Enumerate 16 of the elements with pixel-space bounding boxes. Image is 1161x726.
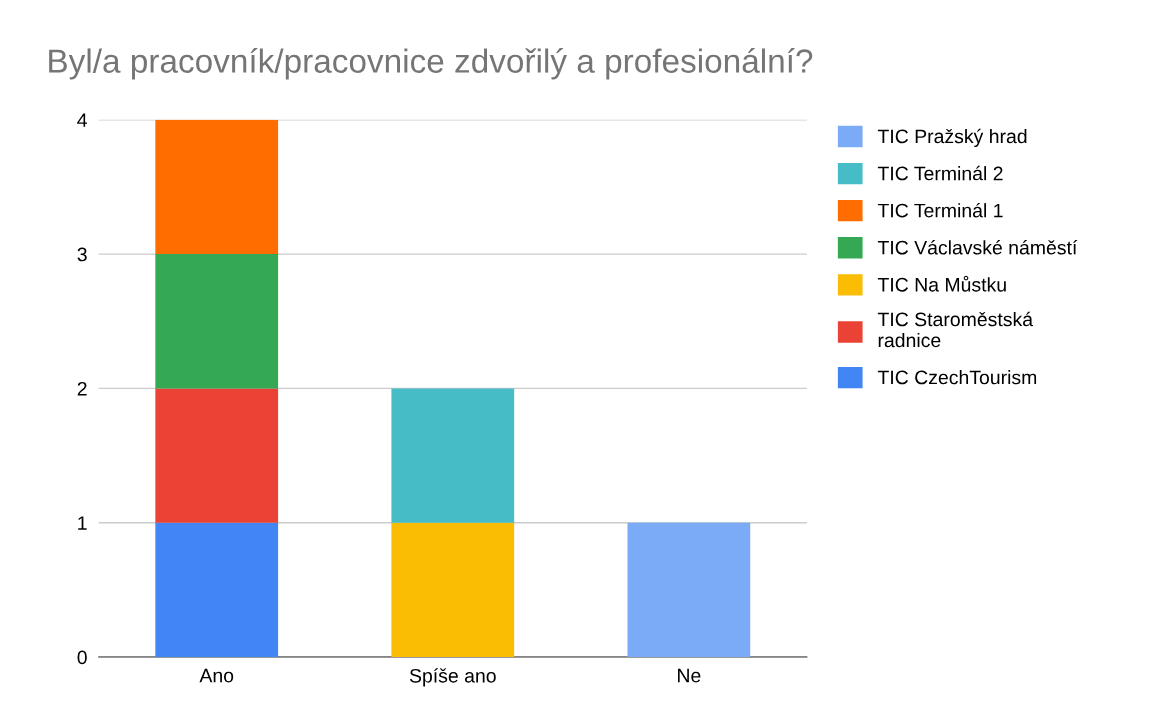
legend-label: TIC CzechTourism bbox=[877, 370, 1037, 385]
y-tick-label: 1 bbox=[78, 516, 87, 530]
y-tick-label: 3 bbox=[77, 247, 87, 262]
legend-label: TIC Pražský hrad bbox=[877, 128, 1027, 148]
x-tick-label: Ne bbox=[678, 668, 701, 683]
legend-label: TIC Václavské náměstí bbox=[877, 240, 1078, 255]
x-tick-label: Ano bbox=[199, 668, 234, 683]
x-tick-label: Spíše ano bbox=[409, 668, 496, 687]
y-tick-label: 0 bbox=[77, 650, 87, 665]
y-tick-label: 2 bbox=[77, 381, 87, 396]
legend-label: TIC Staroměstská radnice bbox=[877, 311, 1034, 348]
chart-title: Byl/a pracovník/pracovnice zdvořilý a profesionální? bbox=[49, 48, 813, 80]
legend-label: TIC Na Můstku bbox=[877, 275, 1006, 292]
y-tick-label: 4 bbox=[77, 113, 88, 127]
legend-label: TIC Terminál 2 bbox=[877, 165, 1003, 181]
legend-label: TIC Terminál 1 bbox=[877, 202, 1003, 218]
